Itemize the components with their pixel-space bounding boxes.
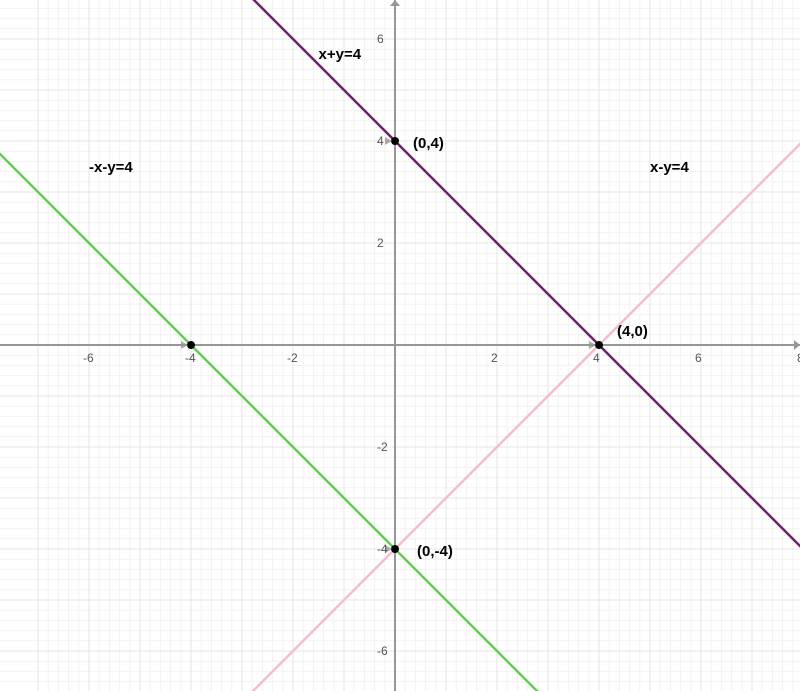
- x-tick-label: -2: [287, 351, 298, 365]
- y-tick-label: -6: [377, 644, 388, 658]
- line-x-plus-y-eq-4-equation-label: x+y=4: [319, 46, 362, 63]
- point-4-0-label: (4,0): [617, 323, 648, 340]
- point-0-4: [391, 137, 399, 145]
- x-tick-label: 6: [695, 351, 702, 365]
- x-tick-label: 4: [593, 351, 600, 365]
- x-tick-label: -6: [83, 351, 94, 365]
- chart-svg: [0, 0, 800, 691]
- coordinate-plane: -6-4-22468-6-4-2246(0,4)(4,0)(0,-4)x+y=4…: [0, 0, 800, 691]
- y-tick-label: 2: [377, 236, 384, 250]
- x-tick-label: -4: [185, 351, 196, 365]
- x-tick-label: 2: [491, 351, 498, 365]
- point-0-n4-label: (0,-4): [417, 543, 453, 560]
- y-tick-label: -2: [377, 440, 388, 454]
- y-tick-label: -4: [377, 542, 388, 556]
- line-neg-x-minus-y-eq-4-equation-label: -x-y=4: [89, 159, 133, 176]
- y-tick-label: 6: [377, 32, 384, 46]
- point-4-0: [595, 341, 603, 349]
- point-n4-0: [187, 341, 195, 349]
- point-0-n4: [391, 545, 399, 553]
- line-x-minus-y-eq-4-equation-label: x-y=4: [650, 159, 689, 176]
- y-tick-label: 4: [377, 134, 384, 148]
- point-0-4-label: (0,4): [413, 135, 444, 152]
